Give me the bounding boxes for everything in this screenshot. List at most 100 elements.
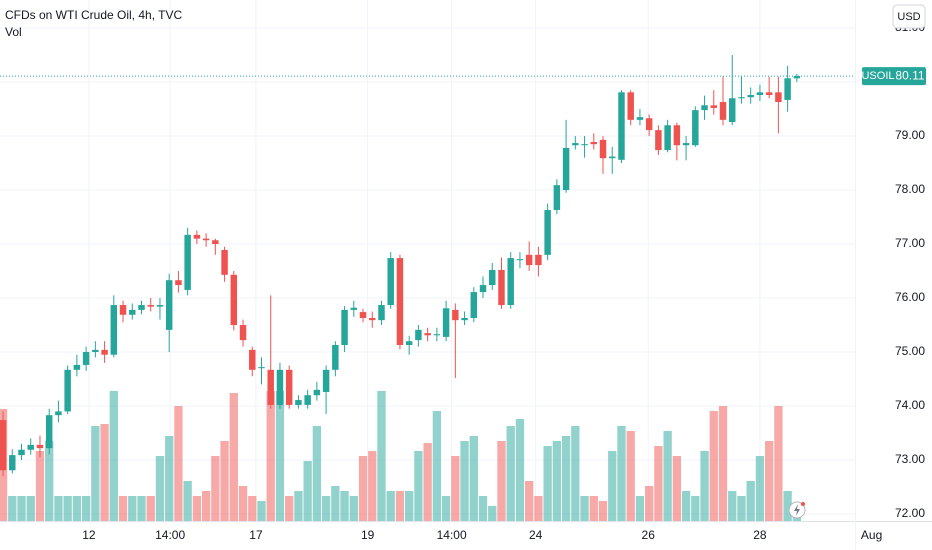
candle-body (692, 110, 699, 146)
volume-bar (63, 496, 72, 521)
candle-body (673, 125, 681, 146)
volume-bar (8, 496, 17, 521)
volume-bar (525, 481, 534, 521)
volume-bar (737, 496, 746, 521)
volume-bar (128, 496, 137, 521)
volume-bar (746, 481, 755, 521)
y-tick-label: 78.00 (895, 182, 925, 196)
candle-body (165, 280, 173, 330)
volume-bar (552, 441, 562, 521)
y-tick-label: 74.00 (895, 398, 925, 412)
candle-body (230, 274, 238, 326)
volume-bar (340, 491, 349, 521)
volume-bar (635, 496, 645, 521)
volume-bar (598, 501, 608, 521)
volume-bar (395, 491, 405, 521)
volume-bar (672, 456, 682, 521)
volume-bar (349, 496, 358, 521)
candle-body (387, 258, 394, 306)
candle-body (544, 210, 551, 255)
candle-body (341, 309, 348, 345)
volume-bar (155, 456, 165, 521)
candle-body (175, 280, 182, 286)
candle-body (664, 125, 671, 151)
candle-body (710, 105, 718, 108)
candle-body (184, 234, 191, 290)
volume-bar (654, 446, 663, 521)
x-tick-label: 28 (753, 528, 767, 542)
icon-dot[interactable] (801, 502, 805, 506)
chart-title: CFDs on WTI Crude Oil, 4h, TVC (5, 8, 182, 22)
volume-bar (35, 451, 45, 521)
candle-body (645, 118, 653, 131)
candle-body (304, 395, 311, 405)
volume-bar (238, 486, 248, 521)
candle-body (276, 369, 284, 405)
volume-bar (506, 426, 515, 521)
axes: 72.00 73.00 74.00 75.00 76.00 77.00 78.00 79.00… (0, 20, 926, 542)
candle-body (793, 76, 801, 79)
candle-body (572, 143, 579, 146)
volume-bar (774, 406, 783, 521)
volume-bar (17, 496, 26, 521)
volume-bar (515, 419, 525, 521)
volume-bar (460, 441, 469, 521)
y-tick-label: 72.00 (895, 506, 925, 520)
volume-pane (0, 391, 802, 521)
candle-body (249, 349, 256, 370)
y-tick-label: 75.00 (895, 344, 925, 358)
volume-bar (229, 393, 238, 521)
candle-body (322, 369, 330, 392)
price-pane (0, 55, 801, 477)
candle-body (147, 305, 154, 307)
candle-body (101, 349, 108, 355)
volume-bar (561, 436, 571, 521)
x-tick-label: Aug (861, 528, 882, 542)
volume-bar (488, 506, 497, 521)
volume-bar (81, 496, 91, 521)
candle-body (369, 317, 376, 321)
volume-bar (451, 456, 460, 521)
icon-bolt[interactable] (794, 504, 800, 516)
volume-bar (691, 496, 700, 521)
volume-bar (534, 496, 543, 521)
volume-bar (109, 391, 118, 521)
candle-body (258, 367, 265, 369)
volume-bar (211, 456, 220, 521)
y-tick-label: 77.00 (895, 236, 925, 250)
symbol-label: USOIL (861, 70, 894, 82)
x-tick-label: 19 (361, 528, 375, 542)
candle-body (18, 449, 25, 456)
candle-body (212, 240, 219, 245)
candle-body (479, 285, 487, 293)
candle-body (516, 259, 524, 261)
candle-body (442, 308, 450, 337)
volume-bar (285, 496, 294, 521)
x-tick-label: 14:00 (437, 528, 467, 542)
volume-bar (423, 443, 432, 521)
x-tick-label: 12 (82, 528, 96, 542)
volume-bar (331, 486, 340, 521)
candle-body (64, 369, 71, 412)
candle-body (599, 139, 607, 159)
volume-bar (183, 481, 192, 521)
candle-body (590, 141, 598, 145)
candle-body (138, 305, 145, 310)
volume-bar (165, 436, 174, 521)
x-tick-label: 17 (249, 528, 263, 542)
candle-body (396, 258, 404, 345)
candle-body (193, 234, 201, 239)
candle-body (655, 130, 662, 151)
candle-body (618, 92, 625, 160)
candle-body (719, 102, 727, 120)
volume-bar (645, 486, 654, 521)
candle-body (636, 117, 644, 120)
volume-bar (248, 496, 257, 521)
volume-bar (718, 406, 728, 521)
candle-body (332, 344, 339, 370)
currency-button[interactable] (892, 4, 926, 29)
volume-bar (497, 441, 506, 521)
candle-body (405, 341, 413, 345)
currency-label[interactable]: USD (897, 11, 920, 23)
replay-icon[interactable] (788, 501, 806, 519)
